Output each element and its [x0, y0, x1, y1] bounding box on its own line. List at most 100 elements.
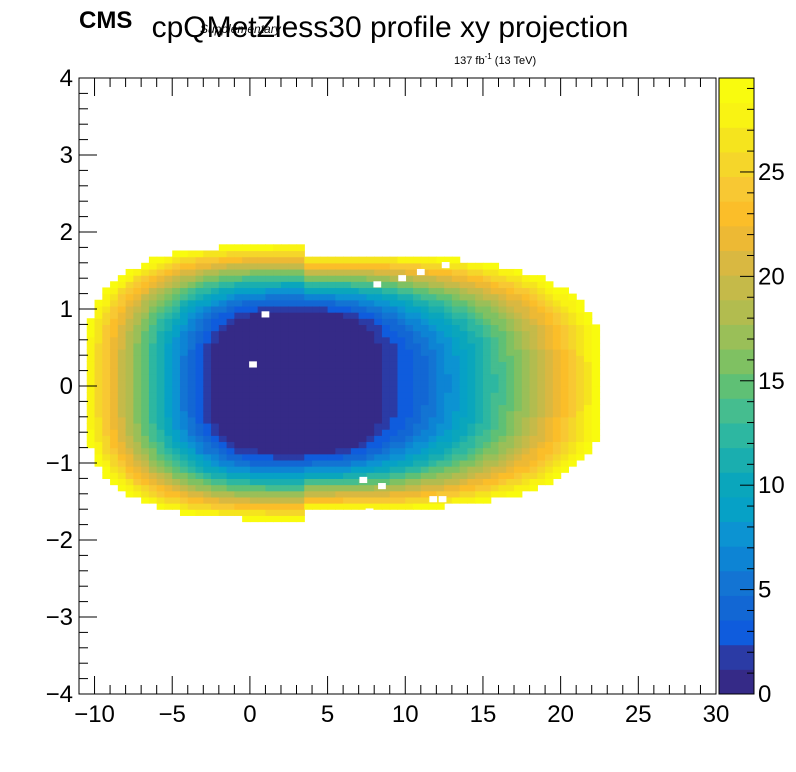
- heatmap-bin: [405, 435, 414, 443]
- heatmap-bin: [195, 435, 204, 443]
- heatmap-bin: [265, 484, 274, 492]
- heatmap-bin: [234, 441, 243, 449]
- heatmap-bin: [374, 330, 383, 338]
- heatmap-bin: [537, 478, 546, 486]
- heatmap-bin: [451, 361, 461, 369]
- heatmap-bin: [560, 392, 570, 399]
- heatmap-bin: [234, 275, 243, 282]
- heatmap-bin: [234, 459, 243, 467]
- heatmap-bin: [304, 305, 313, 313]
- heatmap-bin: [102, 342, 111, 350]
- heatmap-bin: [521, 330, 531, 338]
- heatmap-bin: [195, 466, 204, 473]
- heatmap-bin: [436, 312, 445, 319]
- heatmap-bin: [110, 367, 119, 375]
- heatmap-bin: [211, 275, 220, 282]
- heatmap-bin: [226, 466, 235, 473]
- heatmap-bin: [249, 515, 259, 523]
- heatmap-bin: [475, 392, 484, 399]
- heatmap-bin: [102, 305, 111, 313]
- heatmap-bin: [304, 447, 313, 455]
- heatmap-bin: [234, 355, 243, 362]
- heatmap-bin: [467, 324, 476, 332]
- heatmap-bin: [148, 422, 158, 430]
- heatmap-bin: [257, 299, 267, 307]
- heatmap-bin: [545, 404, 554, 412]
- heatmap-bin: [179, 503, 189, 510]
- heatmap-bin: [366, 336, 375, 344]
- heatmap-bin: [444, 435, 453, 443]
- heatmap-bin: [459, 275, 469, 282]
- heatmap-bin: [521, 281, 531, 289]
- heatmap-bin: [110, 422, 119, 430]
- heatmap-bin: [164, 453, 173, 461]
- heatmap-bin: [459, 484, 469, 492]
- heatmap-bin: [218, 293, 228, 301]
- heatmap-bin: [428, 398, 437, 406]
- heatmap-bin: [366, 373, 375, 381]
- heatmap-bin: [405, 281, 414, 289]
- heatmap-bin: [319, 429, 329, 436]
- heatmap-bin: [319, 373, 329, 381]
- heatmap-bin: [242, 466, 251, 473]
- heatmap-bin: [187, 256, 197, 264]
- heatmap-bin: [428, 484, 437, 492]
- heatmap-bin: [482, 472, 492, 479]
- heatmap-bin: [319, 287, 329, 295]
- heatmap-bin: [125, 299, 134, 307]
- heatmap-bin: [389, 355, 399, 362]
- heatmap-bin: [444, 459, 453, 467]
- heatmap-bin: [413, 342, 422, 350]
- heatmap-bin: [257, 496, 267, 504]
- heatmap-bin: [327, 441, 336, 449]
- heatmap-bin: [164, 435, 173, 443]
- heatmap-bin: [257, 361, 267, 369]
- heatmap-bin: [576, 441, 585, 449]
- heatmap-bin: [296, 312, 305, 319]
- heatmap-bin: [288, 496, 298, 504]
- heatmap-bin: [125, 404, 134, 412]
- heatmap-bin: [125, 435, 134, 443]
- heatmap-bin: [249, 496, 259, 504]
- heatmap-bin: [335, 435, 344, 443]
- heatmap-bin: [405, 490, 414, 498]
- heatmap-bin: [218, 441, 228, 449]
- heatmap-bin: [335, 367, 344, 375]
- heatmap-bin: [444, 336, 453, 344]
- heatmap-bin: [389, 305, 399, 313]
- heatmap-bin: [195, 373, 204, 381]
- heatmap-bin: [172, 404, 181, 412]
- heatmap-bin: [234, 496, 243, 504]
- heatmap-bin: [335, 472, 344, 479]
- heatmap-bin: [117, 484, 127, 492]
- heatmap-bin: [467, 472, 476, 479]
- heatmap-bin: [552, 435, 562, 443]
- heatmap-bin: [288, 305, 298, 313]
- heatmap-bin: [164, 503, 173, 510]
- heatmap-bin: [179, 490, 189, 498]
- heatmap-bin: [374, 466, 383, 473]
- heatmap-bin: [405, 287, 414, 295]
- heatmap-bin: [234, 318, 243, 325]
- heatmap-bin: [117, 373, 127, 381]
- heatmap-bin: [389, 293, 399, 301]
- heatmap-bin: [265, 262, 274, 270]
- heatmap-bin: [273, 373, 282, 381]
- heatmap-bin: [521, 318, 531, 325]
- heatmap-bin: [335, 268, 344, 276]
- heatmap-bin: [195, 422, 204, 430]
- heatmap-bin: [234, 379, 243, 387]
- heatmap-bin: [172, 484, 181, 492]
- heatmap-bin: [381, 312, 391, 319]
- heatmap-bin: [358, 398, 368, 406]
- heatmap-bin: [133, 355, 142, 362]
- heatmap-bin: [475, 324, 484, 332]
- heatmap-bin: [444, 490, 453, 498]
- heatmap-bin: [583, 429, 593, 436]
- heatmap-bin: [389, 386, 399, 393]
- heatmap-bin: [335, 484, 344, 492]
- heatmap-bin: [420, 416, 430, 424]
- heatmap-bin: [203, 299, 212, 307]
- heatmap-bin: [249, 367, 259, 375]
